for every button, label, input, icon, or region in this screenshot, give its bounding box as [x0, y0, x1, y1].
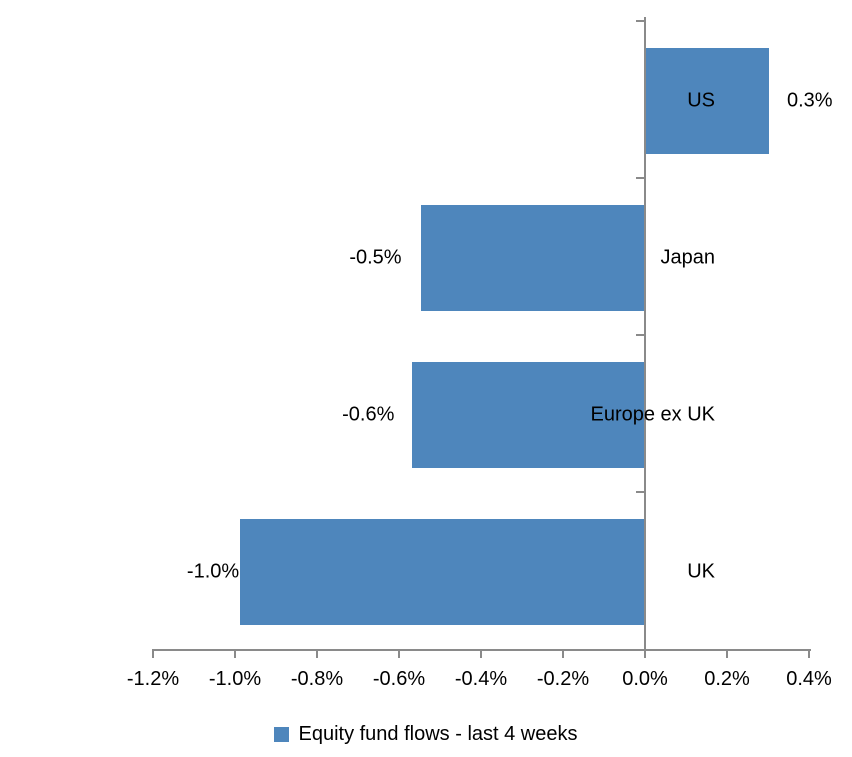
legend: Equity fund flows - last 4 weeks: [0, 723, 852, 746]
data-label: -0.6%: [342, 403, 395, 425]
legend-label: Equity fund flows - last 4 weeks: [298, 723, 578, 745]
category-tick: [636, 177, 644, 179]
x-tick-label: 0.2%: [704, 668, 750, 690]
data-label: -1.0%: [186, 560, 240, 582]
x-axis-line: [153, 649, 811, 651]
bar-japan: [420, 204, 644, 311]
x-axis-tick: [726, 649, 728, 658]
category-tick: [636, 491, 644, 493]
x-axis-tick: [480, 649, 482, 658]
x-tick-label: -0.2%: [536, 668, 590, 690]
category-tick: [636, 334, 644, 336]
x-axis-tick: [808, 649, 810, 658]
x-axis-tick: [644, 649, 646, 658]
category-label: US: [687, 89, 715, 111]
y-axis-zero-line: [644, 17, 646, 657]
x-tick-label: -0.8%: [290, 668, 344, 690]
category-label: Japan: [660, 246, 716, 268]
x-tick-label: -0.6%: [372, 668, 426, 690]
data-label: 0.3%: [787, 89, 833, 111]
bar-us: [646, 47, 769, 154]
category-label: UK: [687, 560, 715, 582]
category-label: Europe ex UK: [590, 403, 715, 425]
x-tick-label: 0.0%: [622, 668, 668, 690]
x-tick-label: -1.0%: [208, 668, 262, 690]
x-axis-tick: [152, 649, 154, 658]
x-axis-tick: [316, 649, 318, 658]
x-tick-label: 0.4%: [786, 668, 832, 690]
data-label: -0.5%: [349, 246, 402, 268]
bar-uk: [240, 518, 644, 625]
bar-europe-ex-uk: [412, 361, 644, 468]
x-axis-tick: [562, 649, 564, 658]
x-tick-label: -0.4%: [454, 668, 508, 690]
x-axis-tick: [398, 649, 400, 658]
legend-swatch-icon: [274, 727, 290, 742]
category-tick: [636, 20, 644, 22]
x-tick-label: -1.2%: [126, 668, 180, 690]
x-axis-tick: [234, 649, 236, 658]
